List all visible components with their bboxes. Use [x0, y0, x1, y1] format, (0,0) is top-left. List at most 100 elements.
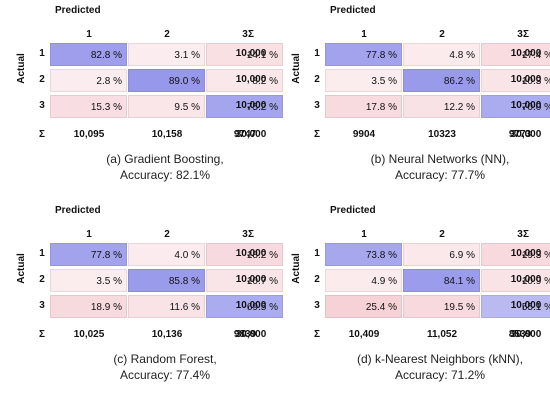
column-total: 11,052 — [426, 329, 458, 340]
column-total: 8539 — [508, 329, 532, 340]
panel-caption: (d) k-Nearest Neighbors (kNN), Accuracy: … — [325, 351, 550, 383]
actual-axis-label: Actual — [15, 53, 27, 84]
column-sum-label: Σ — [38, 329, 45, 340]
row-header: 3 — [39, 300, 45, 311]
matrix-cell: 3.5 % — [325, 69, 402, 92]
matrix-cell: 4.8 % — [403, 43, 480, 66]
matrix-cell: 8.2 % — [206, 69, 283, 92]
column-sum-label: Σ — [38, 129, 45, 140]
row-header: 1 — [314, 48, 320, 59]
row-sum-header: Σ — [247, 229, 254, 240]
matrix-cell: 75.2 % — [206, 95, 283, 118]
matrix-cell: 17.4 % — [481, 43, 550, 66]
row-header: 3 — [314, 100, 320, 111]
matrix-cell: 77.8 % — [50, 243, 127, 266]
row-total: 10,000 — [510, 248, 542, 259]
column-header: 3 — [517, 229, 523, 240]
row-total: 10,000 — [510, 274, 542, 285]
column-header: 2 — [164, 229, 170, 240]
matrix-cell: 84.1 % — [403, 269, 480, 292]
column-sum-label: Σ — [313, 129, 320, 140]
matrix-cell: 17.8 % — [325, 95, 402, 118]
column-total: 9773 — [508, 129, 532, 140]
caption-method: (b) Neural Networks (NN), — [370, 152, 510, 166]
row-sum-header: Σ — [247, 29, 254, 40]
matrix-cell: 14.1 % — [206, 43, 283, 66]
matrix-cell: 10.9 % — [481, 269, 550, 292]
predicted-axis-label: Predicted — [55, 205, 101, 216]
row-total: 10,000 — [510, 100, 542, 111]
row-total: 10,000 — [510, 48, 542, 59]
matrix-cell: 2.8 % — [50, 69, 127, 92]
matrix-cell: 69.5 % — [206, 295, 283, 318]
column-total: 10,409 — [348, 329, 380, 340]
column-total: 10,025 — [73, 329, 105, 340]
matrix-cell: 10.3 % — [481, 69, 550, 92]
panel-caption: (b) Neural Networks (NN), Accuracy: 77.7% — [325, 151, 550, 183]
column-header: 1 — [361, 29, 367, 40]
matrix-cell: 12.2 % — [403, 95, 480, 118]
column-header: 3 — [242, 229, 248, 240]
row-header: 2 — [39, 74, 45, 85]
matrix-cell: 4.0 % — [128, 243, 205, 266]
grand-total: 30,000 — [235, 329, 267, 340]
grand-total: 30,000 — [235, 129, 267, 140]
matrix-cell: 18.2 % — [206, 243, 283, 266]
confusion-matrix-random-forest: Predicted Actual 1 2 3 Σ 1 77.8 % 4.0 % 18.2 % 10,… — [10, 205, 283, 400]
column-header: 1 — [86, 229, 92, 240]
column-header: 2 — [164, 29, 170, 40]
matrix-cell: 15.3 % — [50, 95, 127, 118]
grand-total: 30,000 — [510, 129, 542, 140]
caption-method: (d) k-Nearest Neighbors (kNN), — [356, 352, 524, 366]
row-total: 10,000 — [235, 48, 267, 59]
matrix-cell: 9.5 % — [128, 95, 205, 118]
predicted-axis-label: Predicted — [330, 5, 376, 16]
row-header: 1 — [39, 48, 45, 59]
matrix-cell: 19.5 % — [403, 295, 480, 318]
actual-axis-label: Actual — [290, 253, 302, 284]
matrix-cell: 89.0 % — [128, 69, 205, 92]
matrix-cell: 6.9 % — [403, 243, 480, 266]
matrix-cell: 25.4 % — [325, 295, 402, 318]
row-total: 10,000 — [235, 74, 267, 85]
column-header: 2 — [439, 229, 445, 240]
matrix-cell: 19.3 % — [481, 243, 550, 266]
matrix-cell: 70.0 % — [481, 95, 550, 118]
column-total: 9904 — [352, 129, 376, 140]
row-total: 10,000 — [235, 248, 267, 259]
column-total: 10,136 — [151, 329, 183, 340]
row-sum-header: Σ — [522, 229, 529, 240]
matrix-cell: 18.9 % — [50, 295, 127, 318]
grand-total: 30,000 — [510, 329, 542, 340]
column-header: 1 — [86, 29, 92, 40]
row-header: 2 — [314, 74, 320, 85]
caption-accuracy: Accuracy: 77.7% — [394, 168, 486, 182]
column-sum-label: Σ — [313, 329, 320, 340]
predicted-axis-label: Predicted — [55, 5, 101, 16]
column-header: 3 — [242, 29, 248, 40]
column-header: 1 — [361, 229, 367, 240]
caption-accuracy: Accuracy: 82.1% — [119, 168, 211, 182]
row-total: 10,000 — [510, 74, 542, 85]
row-total: 10,000 — [510, 300, 542, 311]
confusion-matrix-knn: Predicted Actual 1 2 3 Σ 1 73.8 % 6.9 % 19.3 % 10,… — [285, 205, 550, 400]
matrix-cell: 11.6 % — [128, 295, 205, 318]
matrix-cell: 55.1 % — [481, 295, 550, 318]
row-header: 3 — [39, 100, 45, 111]
row-header: 2 — [314, 274, 320, 285]
caption-method: (c) Random Forest, — [113, 352, 217, 366]
column-header: 2 — [439, 29, 445, 40]
row-header: 1 — [314, 248, 320, 259]
matrix-cell: 10.7 % — [206, 269, 283, 292]
column-total: 10323 — [428, 129, 456, 140]
row-header: 1 — [39, 248, 45, 259]
row-sum-header: Σ — [522, 29, 529, 40]
caption-accuracy: Accuracy: 71.2% — [394, 368, 486, 382]
matrix-cell: 3.1 % — [128, 43, 205, 66]
panel-caption: (a) Gradient Boosting, Accuracy: 82.1% — [50, 151, 280, 183]
row-total: 10,000 — [235, 274, 267, 285]
column-total: 10,095 — [73, 129, 105, 140]
matrix-cell: 85.8 % — [128, 269, 205, 292]
row-total: 10,000 — [235, 100, 267, 111]
row-total: 10,000 — [235, 300, 267, 311]
